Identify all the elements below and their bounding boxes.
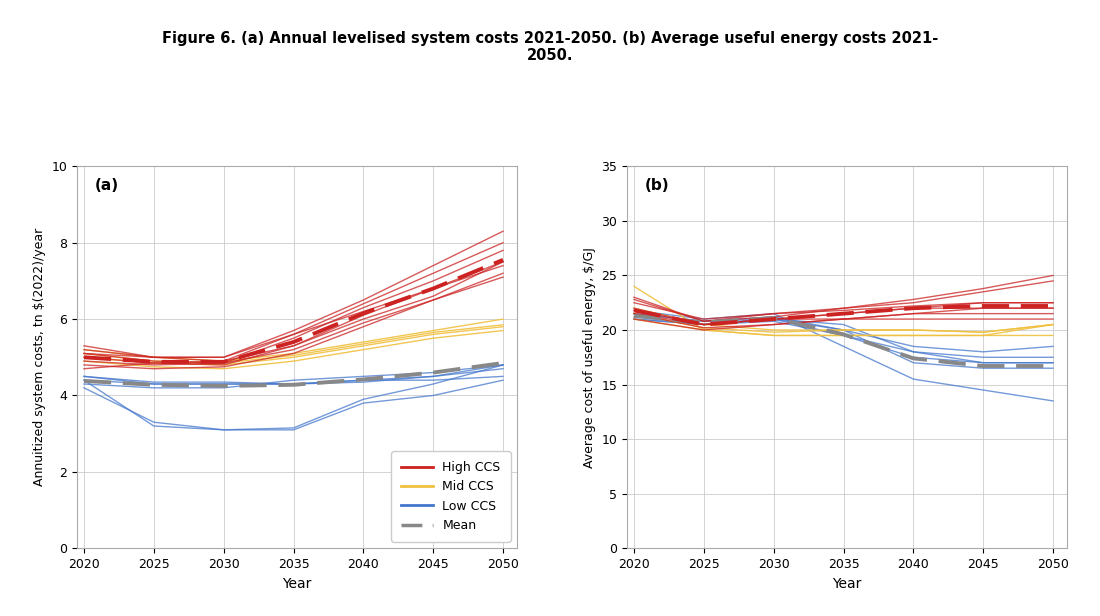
Text: (a): (a) (95, 178, 119, 193)
Y-axis label: Annuitized system costs, tn $(2022)/year: Annuitized system costs, tn $(2022)/year (33, 228, 46, 487)
Text: (b): (b) (645, 178, 669, 193)
Legend: High CCS, Mid CCS, Low CCS, Mean: High CCS, Mid CCS, Low CCS, Mean (392, 452, 510, 542)
Y-axis label: Average cost of useful energy, $/GJ: Average cost of useful energy, $/GJ (583, 247, 596, 468)
X-axis label: Year: Year (833, 577, 861, 591)
Text: Figure 6. (a) Annual levelised system costs 2021-2050. (b) Average useful energy: Figure 6. (a) Annual levelised system co… (162, 31, 938, 63)
X-axis label: Year: Year (283, 577, 311, 591)
